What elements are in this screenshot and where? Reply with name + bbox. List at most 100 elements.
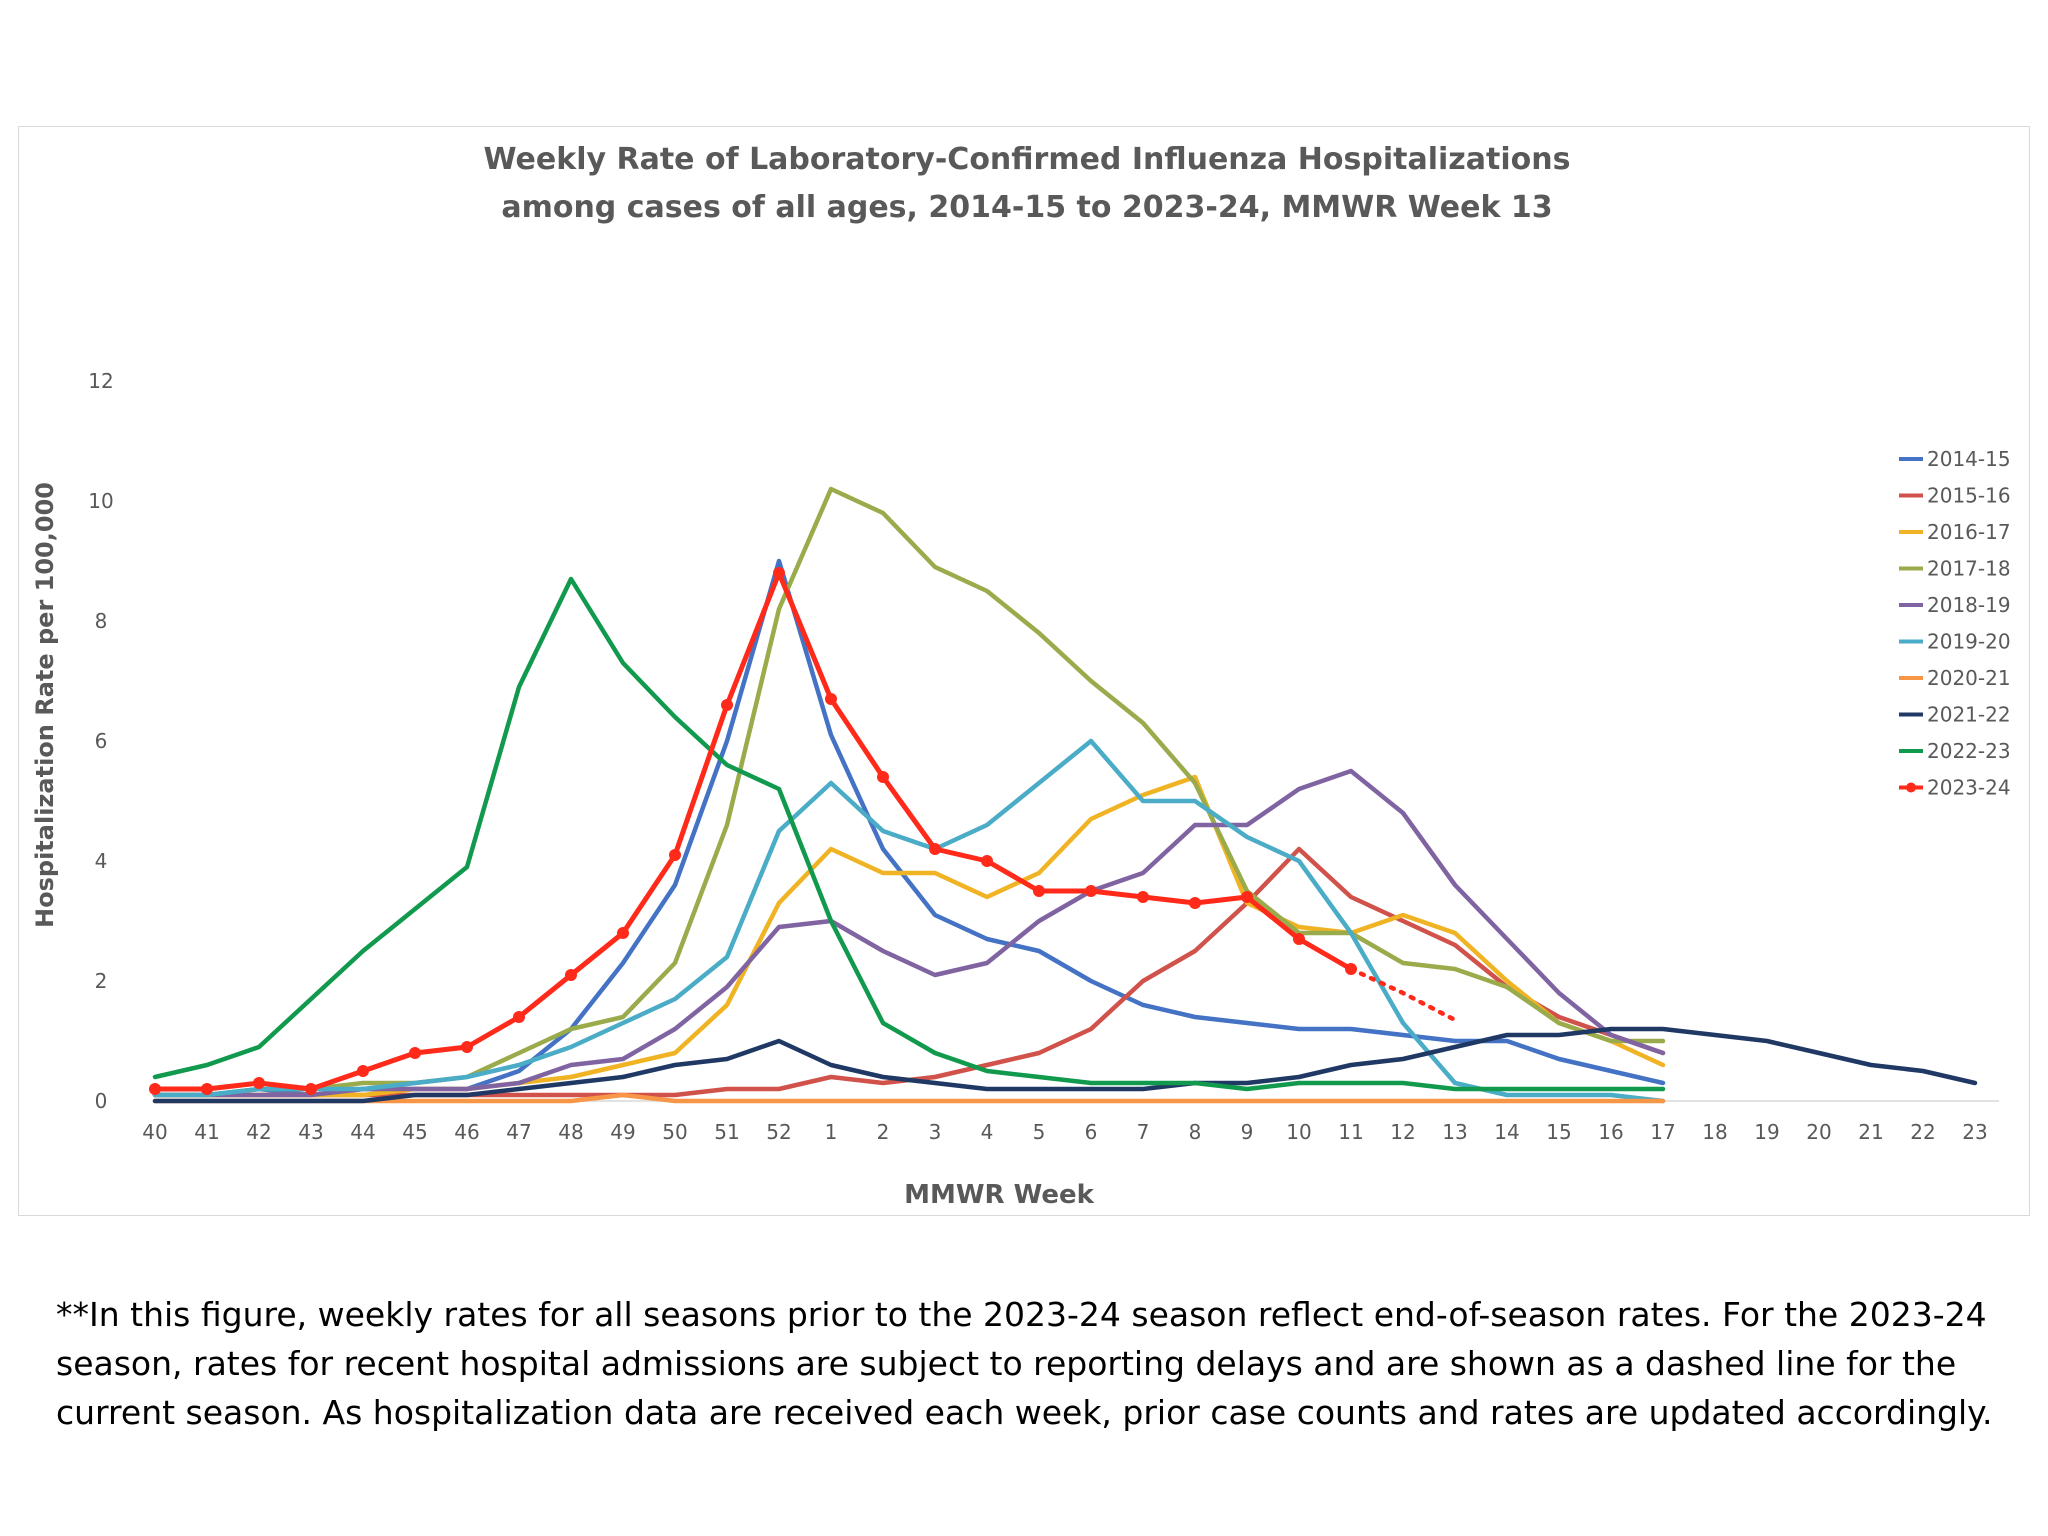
- x-tick-label: 5: [1033, 1120, 1046, 1144]
- data-point-2023-24: [461, 1041, 473, 1053]
- x-tick-label: 21: [1858, 1120, 1883, 1144]
- legend-label-2015-16: 2015-16: [1927, 484, 2011, 508]
- data-point-2023-24: [1345, 963, 1357, 975]
- x-tick-label: 48: [558, 1120, 583, 1144]
- series-dashed-2023-24: [1348, 966, 1458, 1023]
- data-point-2023-24: [929, 843, 941, 855]
- y-tick-label: 6: [95, 729, 108, 753]
- x-tick-label: 22: [1910, 1120, 1935, 1144]
- legend-label-2017-18: 2017-18: [1927, 557, 2011, 581]
- data-point-2023-24: [513, 1011, 525, 1023]
- x-tick-label: 44: [350, 1120, 375, 1144]
- legend-label-2019-20: 2019-20: [1927, 630, 2011, 654]
- data-point-2023-24: [721, 699, 733, 711]
- x-tick-label: 13: [1442, 1120, 1467, 1144]
- data-point-2023-24: [149, 1083, 161, 1095]
- x-tick-label: 42: [246, 1120, 271, 1144]
- footnote-line-1: **In this figure, weekly rates for all s…: [56, 1295, 1987, 1334]
- x-tick-label: 15: [1546, 1120, 1571, 1144]
- series-line-2023-24: [152, 570, 1354, 1092]
- x-tick-label: 12: [1390, 1120, 1415, 1144]
- footnote: **In this figure, weekly rates for all s…: [56, 1290, 2016, 1437]
- data-point-2023-24: [409, 1047, 421, 1059]
- x-tick-label: 46: [454, 1120, 479, 1144]
- x-tick-label: 23: [1962, 1120, 1987, 1144]
- y-tick-label: 0: [95, 1089, 108, 1113]
- x-tick-label: 8: [1189, 1120, 1202, 1144]
- x-axis-label: MMWR Week: [904, 1180, 1095, 1210]
- chart-title-line-1: Weekly Rate of Laboratory-Confirmed Infl…: [484, 142, 1571, 177]
- x-tick-label: 3: [929, 1120, 942, 1144]
- y-axis-ticks: 0 2 4 6 8 10 12: [88, 369, 113, 1113]
- data-point-2023-24: [1189, 897, 1201, 909]
- x-tick-label: 7: [1137, 1120, 1150, 1144]
- chart-frame: Weekly Rate of Laboratory-Confirmed Infl…: [18, 126, 2030, 1216]
- x-tick-label: 47: [506, 1120, 531, 1144]
- legend-label-2016-17: 2016-17: [1927, 520, 2011, 544]
- data-point-2023-24: [981, 855, 993, 867]
- series-line-2018-19: [152, 768, 1666, 1098]
- x-tick-label: 19: [1754, 1120, 1779, 1144]
- x-tick-label: 14: [1494, 1120, 1519, 1144]
- data-point-2023-24: [565, 969, 577, 981]
- data-point-2023-24: [773, 567, 785, 579]
- line-chart: Weekly Rate of Laboratory-Confirmed Infl…: [31, 142, 2011, 1210]
- series-line-2021-22: [152, 1026, 1978, 1104]
- x-tick-label: 11: [1338, 1120, 1363, 1144]
- data-point-2023-24: [357, 1065, 369, 1077]
- data-point-2023-24: [1033, 885, 1045, 897]
- x-tick-label: 17: [1650, 1120, 1675, 1144]
- data-point-2023-24: [1137, 891, 1149, 903]
- x-tick-label: 52: [766, 1120, 791, 1144]
- data-point-2023-24: [253, 1077, 265, 1089]
- x-tick-label: 18: [1702, 1120, 1727, 1144]
- x-tick-label: 50: [662, 1120, 687, 1144]
- x-tick-label: 45: [402, 1120, 427, 1144]
- data-point-2023-24: [1241, 891, 1253, 903]
- legend-label-2022-23: 2022-23: [1927, 739, 2011, 763]
- x-tick-label: 6: [1085, 1120, 1098, 1144]
- series-line-2015-16: [152, 846, 1666, 1098]
- series-line-2017-18: [152, 486, 1666, 1098]
- x-tick-label: 49: [610, 1120, 635, 1144]
- series-lines: [149, 486, 1978, 1104]
- legend-label-2021-22: 2021-22: [1927, 703, 2011, 727]
- legend-label-2014-15: 2014-15: [1927, 447, 2011, 471]
- x-tick-label: 4: [981, 1120, 994, 1144]
- y-tick-label: 2: [95, 969, 108, 993]
- x-tick-label: 16: [1598, 1120, 1623, 1144]
- x-tick-label: 51: [714, 1120, 739, 1144]
- data-point-2023-24: [1293, 933, 1305, 945]
- data-point-2023-24: [669, 849, 681, 861]
- y-tick-label: 12: [88, 369, 113, 393]
- chart-title-line-2: among cases of all ages, 2014-15 to 2023…: [501, 190, 1552, 225]
- y-tick-label: 4: [95, 849, 108, 873]
- data-point-2023-24: [825, 693, 837, 705]
- legend-marker-2023-24: [1906, 782, 1916, 793]
- series-line-2020-21: [152, 1092, 1666, 1104]
- data-point-2023-24: [617, 927, 629, 939]
- x-tick-label: 1: [825, 1120, 838, 1144]
- x-tick-label: 9: [1241, 1120, 1254, 1144]
- data-point-2023-24: [1085, 885, 1097, 897]
- series-line-2022-23: [152, 576, 1666, 1092]
- legend-label-2023-24: 2023-24: [1927, 776, 2011, 800]
- x-tick-label: 10: [1286, 1120, 1311, 1144]
- series-line-2019-20: [152, 738, 1666, 1104]
- footnote-line-2: season, rates for recent hospital admiss…: [56, 1344, 1957, 1383]
- legend-label-2020-21: 2020-21: [1927, 666, 2011, 690]
- x-tick-label: 41: [194, 1120, 219, 1144]
- x-tick-label: 20: [1806, 1120, 1831, 1144]
- legend: 2014-15 2015-16 2016-17 2017-18 2018-19 2019-…: [1899, 447, 2011, 800]
- x-tick-label: 2: [877, 1120, 890, 1144]
- y-tick-label: 8: [95, 609, 108, 633]
- y-tick-label: 10: [88, 489, 113, 513]
- data-point-2023-24: [877, 771, 889, 783]
- data-point-2023-24: [201, 1083, 213, 1095]
- x-tick-label: 40: [142, 1120, 167, 1144]
- x-axis-ticks: 40 41 42 43 44 45 46 47 48 49 50 51 52 1 2 3 4 5 6 7 8 9 10 11 1…: [142, 1120, 1987, 1144]
- data-point-2023-24: [305, 1083, 317, 1095]
- footnote-line-3: current season. As hospitalization data …: [56, 1393, 1993, 1432]
- x-tick-label: 43: [298, 1120, 323, 1144]
- y-axis-label: Hospitalization Rate per 100,000: [31, 482, 59, 928]
